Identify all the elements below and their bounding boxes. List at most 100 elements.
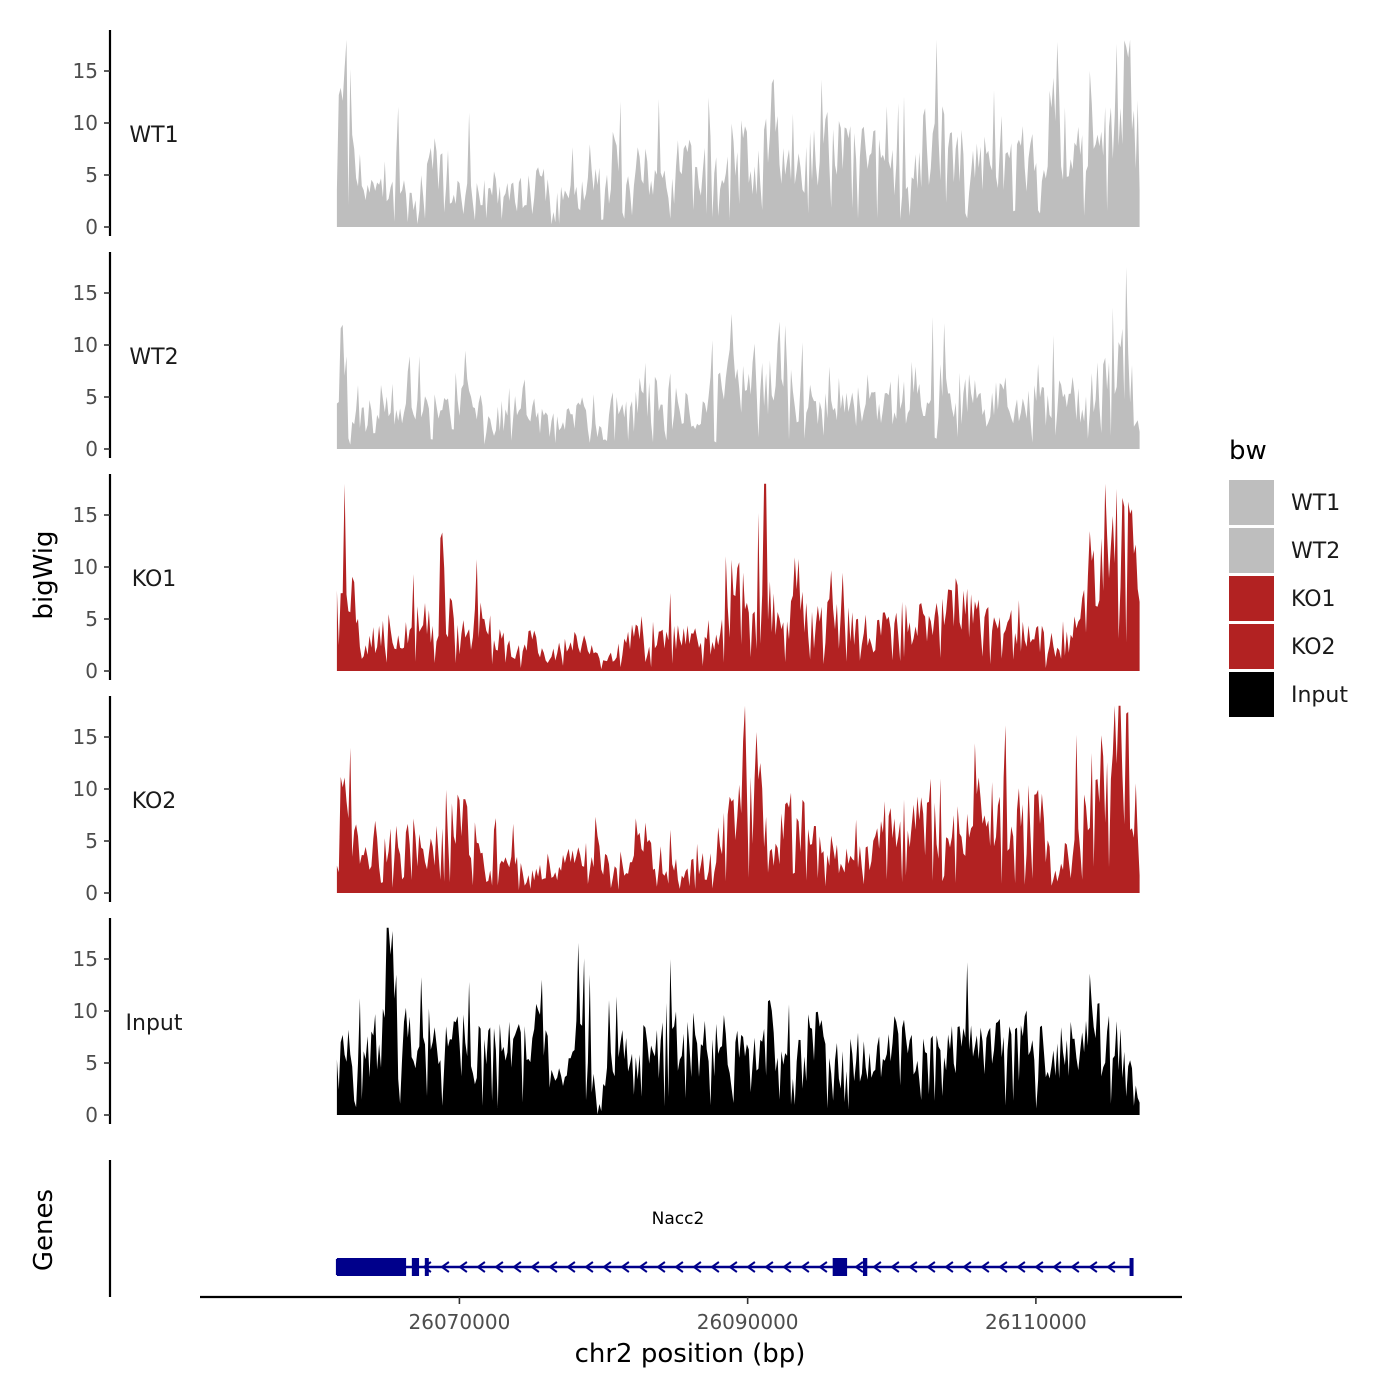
- strand-arrow: [854, 1261, 864, 1273]
- strand-arrow: [602, 1261, 612, 1273]
- y-tick-label: 0: [85, 659, 98, 683]
- strand-arrow: [818, 1261, 828, 1273]
- track-label-input: Input: [126, 1011, 183, 1036]
- strand-arrow: [494, 1261, 504, 1273]
- strand-arrow: [746, 1261, 756, 1273]
- y-tick-label: 5: [85, 163, 98, 187]
- strand-arrow: [1088, 1261, 1098, 1273]
- strand-arrow: [1070, 1261, 1080, 1273]
- strand-arrow: [512, 1261, 522, 1273]
- strand-arrow: [440, 1261, 450, 1273]
- track-wt2: 0 5 10 15 WT2: [73, 252, 1140, 461]
- y-tick-label: 0: [85, 1103, 98, 1127]
- x-tick-label: 26110000: [985, 1310, 1087, 1334]
- y-tick-label: 10: [73, 333, 98, 357]
- y-tick-label: 10: [73, 999, 98, 1023]
- y-tick-label: 5: [85, 607, 98, 631]
- strand-arrow: [458, 1261, 468, 1273]
- strand-arrow: [656, 1261, 666, 1273]
- y-tick-label: 10: [73, 111, 98, 135]
- legend-title: bw: [1229, 436, 1267, 466]
- y-tick-label: 15: [73, 503, 98, 527]
- x-axis-title: chr2 position (bp): [575, 1339, 806, 1369]
- signal-area-input: [336, 927, 1140, 1115]
- strand-arrow: [566, 1261, 576, 1273]
- strand-arrow: [764, 1261, 774, 1273]
- strand-arrow: [998, 1261, 1008, 1273]
- track-label-wt2: WT2: [129, 345, 178, 370]
- strand-arrow: [476, 1261, 486, 1273]
- strand-arrow: [728, 1261, 738, 1273]
- y-tick-label: 15: [73, 947, 98, 971]
- strand-arrow: [710, 1261, 720, 1273]
- strand-arrow: [1034, 1261, 1044, 1273]
- y-tick-label: 5: [85, 829, 98, 853]
- strand-arrow: [548, 1261, 558, 1273]
- y-tick-label: 15: [73, 59, 98, 83]
- signal-area-wt1: [336, 39, 1140, 227]
- legend-key-ko2: [1229, 624, 1274, 669]
- y-tick-label: 0: [85, 437, 98, 461]
- strand-arrow: [638, 1261, 648, 1273]
- x-tick-label: 26090000: [697, 1310, 799, 1334]
- legend-label-wt1: WT1: [1291, 491, 1340, 516]
- gene-exon: [336, 1258, 407, 1276]
- strand-arrow: [908, 1261, 918, 1273]
- gene-exon: [1129, 1258, 1134, 1276]
- x-axis: 26070000 26090000 26110000: [200, 1295, 1182, 1334]
- legend-label-ko2: KO2: [1291, 635, 1336, 660]
- legend-label-wt2: WT2: [1291, 539, 1340, 564]
- y-tick-label: 10: [73, 777, 98, 801]
- gene-nacc2: Nacc2: [335, 1209, 1134, 1276]
- strand-arrow: [584, 1261, 594, 1273]
- strand-arrow: [926, 1261, 936, 1273]
- y-axis-title: bigWig: [29, 530, 59, 619]
- strand-arrow: [620, 1261, 630, 1273]
- strand-arrow: [944, 1261, 954, 1273]
- gene-exon: [411, 1258, 420, 1276]
- strand-arrow: [800, 1261, 810, 1273]
- strand-arrow: [782, 1261, 792, 1273]
- signal-area-wt2: [336, 267, 1140, 449]
- track-label-ko1: KO1: [132, 567, 177, 592]
- legend-key-input: [1229, 672, 1274, 717]
- strand-arrow: [980, 1261, 990, 1273]
- track-label-wt1: WT1: [129, 123, 178, 148]
- signal-area-ko1: [336, 483, 1140, 671]
- legend-key-wt2: [1229, 528, 1274, 573]
- strand-arrow: [1016, 1261, 1026, 1273]
- strand-arrow: [1106, 1261, 1116, 1273]
- legend: bw WT1 WT2 KO1 KO2 Input: [1229, 436, 1348, 717]
- y-tick-label: 0: [85, 881, 98, 905]
- y-tick-label: 10: [73, 555, 98, 579]
- strand-arrow: [962, 1261, 972, 1273]
- genes-panel: Nacc2: [108, 1160, 1134, 1297]
- tracks-group: 0 5 10 15 WT1 0 5 10 15 WT2 0 5 10 15 KO1 0 5 10 15 KO2 0 5 10…: [73, 30, 1140, 1127]
- track-wt1: 0 5 10 15 WT1: [73, 30, 1140, 239]
- gene-exon: [832, 1258, 848, 1276]
- gene-exon: [424, 1258, 429, 1276]
- track-label-ko2: KO2: [132, 789, 177, 814]
- legend-label-input: Input: [1291, 683, 1348, 708]
- y-tick-label: 0: [85, 215, 98, 239]
- strand-arrow: [674, 1261, 684, 1273]
- track-input: 0 5 10 15 Input: [73, 918, 1140, 1127]
- genes-axis-title: Genes: [29, 1189, 59, 1271]
- track-ko1: 0 5 10 15 KO1: [73, 474, 1140, 683]
- gene-name-label: Nacc2: [652, 1209, 705, 1229]
- legend-key-wt1: [1229, 480, 1274, 525]
- legend-label-ko1: KO1: [1291, 587, 1336, 612]
- strand-arrow: [530, 1261, 540, 1273]
- strand-arrow: [872, 1261, 882, 1273]
- x-tick-label: 26070000: [409, 1310, 511, 1334]
- y-tick-label: 5: [85, 385, 98, 409]
- signal-area-ko2: [336, 705, 1140, 893]
- y-tick-label: 15: [73, 281, 98, 305]
- legend-key-ko1: [1229, 576, 1274, 621]
- track-ko2: 0 5 10 15 KO2: [73, 696, 1140, 905]
- strand-arrow: [890, 1261, 900, 1273]
- y-tick-label: 15: [73, 725, 98, 749]
- y-tick-label: 5: [85, 1051, 98, 1075]
- gene-exon: [862, 1258, 868, 1276]
